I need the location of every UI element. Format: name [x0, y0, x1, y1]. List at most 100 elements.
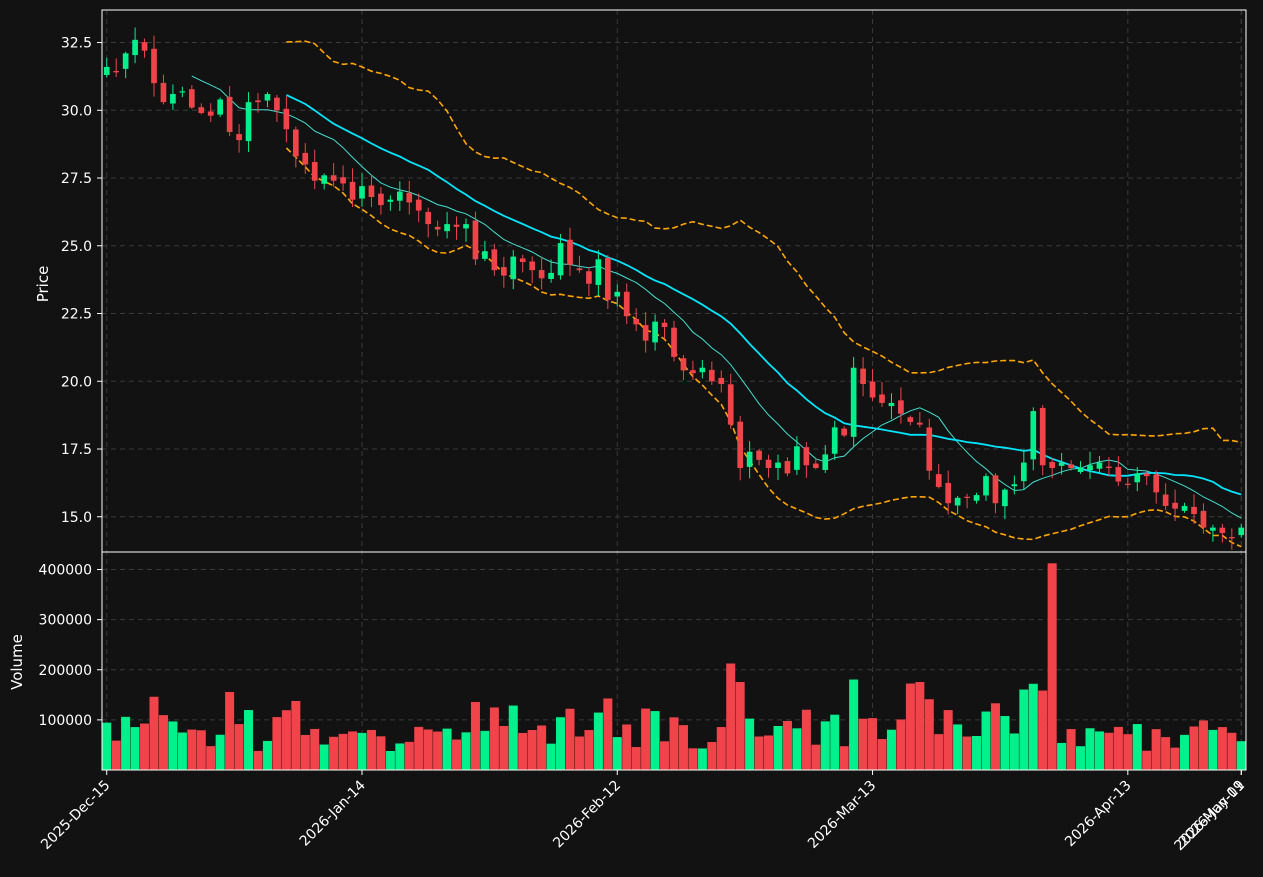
candle-body — [160, 82, 167, 103]
volume-bar — [593, 712, 603, 771]
candle-body — [311, 161, 318, 181]
volume-bar — [300, 734, 310, 771]
volume-bar — [669, 717, 679, 771]
candle-body — [992, 475, 999, 504]
candle-body — [330, 175, 337, 181]
volume-bar — [858, 718, 868, 771]
candle-body — [151, 48, 157, 84]
volume-bar — [433, 731, 443, 771]
volume-bar — [924, 699, 934, 771]
candle-body — [623, 291, 630, 317]
volume-bar — [158, 715, 168, 771]
candle-body — [727, 384, 734, 425]
candle-body — [642, 325, 649, 341]
candle-body — [1030, 411, 1037, 460]
price-tick-label: 20.0 — [61, 374, 92, 390]
volume-bar — [423, 729, 433, 771]
volume-bar — [1085, 728, 1095, 771]
candle-body — [198, 107, 205, 113]
volume-grid — [102, 10, 1246, 770]
volume-bar — [1170, 747, 1180, 771]
volume-bar — [622, 724, 632, 771]
candle-body — [1068, 464, 1074, 468]
volume-bar — [650, 711, 660, 771]
volume-bar — [754, 736, 764, 771]
volume-bar — [508, 705, 518, 771]
candle-body — [576, 268, 583, 271]
candle-body — [822, 454, 829, 471]
volume-bar — [820, 721, 830, 771]
candle-body — [746, 451, 753, 467]
volume-bar — [1113, 726, 1123, 771]
candle-body — [1191, 506, 1197, 515]
volume-bar — [1028, 683, 1038, 771]
volume-tick-label: 100000 — [39, 713, 92, 729]
price-tick-label: 25.0 — [61, 239, 92, 255]
volume-bar — [168, 721, 178, 771]
volume-bar — [943, 710, 953, 771]
volume-bar — [565, 708, 575, 771]
volume-bar — [953, 724, 963, 771]
volume-bar — [641, 708, 651, 771]
candle-body — [888, 402, 895, 407]
candle-body — [510, 256, 517, 280]
candle-body — [132, 39, 138, 56]
candle-body — [368, 185, 375, 197]
candle-body — [708, 369, 715, 382]
volume-bar — [244, 710, 254, 771]
volume-y-axis-label: Volume — [8, 634, 26, 690]
volume-bar — [518, 732, 528, 771]
volume-bar — [546, 743, 556, 771]
candle-body — [302, 152, 309, 165]
upper-band-line — [286, 40, 1242, 444]
volume-bar — [1161, 737, 1171, 771]
candle-body — [434, 226, 441, 230]
volume-bar — [111, 740, 121, 771]
volume-bar — [234, 724, 244, 771]
candle-body — [292, 129, 299, 157]
candle-body — [1049, 461, 1056, 468]
candle-body — [595, 259, 602, 285]
volume-bar — [660, 741, 670, 771]
volume-bar — [348, 731, 358, 771]
candle-body — [945, 482, 952, 504]
volume-bar — [716, 727, 726, 771]
candle-body — [274, 97, 280, 111]
volume-bar — [537, 725, 547, 771]
candle-body — [1077, 467, 1084, 472]
volume-bar — [782, 721, 792, 771]
volume-bar — [414, 726, 424, 771]
candle-body — [529, 261, 536, 271]
candle-body — [1153, 474, 1160, 493]
candle-body — [935, 474, 942, 487]
volume-bar — [697, 748, 707, 771]
candle-body — [898, 400, 904, 414]
candle-body — [1228, 537, 1235, 539]
volume-bar — [688, 748, 698, 771]
candle-body — [500, 267, 507, 276]
candle-body — [1002, 489, 1008, 507]
candle-body — [973, 495, 980, 501]
volume-bar — [603, 698, 613, 771]
volume-bar — [272, 717, 282, 771]
volume-bar — [329, 736, 339, 771]
candle-body — [217, 99, 224, 115]
candle-body — [652, 321, 658, 343]
volume-bar — [1066, 729, 1076, 771]
candle-body — [519, 258, 526, 263]
candle-body — [926, 427, 933, 471]
candle-body — [349, 181, 356, 200]
candle-body — [283, 108, 290, 130]
volume-bar — [773, 725, 783, 771]
volume-bar — [1227, 732, 1237, 771]
candle-body — [983, 476, 989, 496]
candle-body — [812, 463, 819, 468]
candle-body — [671, 327, 677, 357]
candle-body — [1219, 527, 1226, 534]
volume-bar — [792, 728, 802, 771]
candle-body — [737, 421, 744, 468]
volume-bar — [764, 735, 774, 771]
volume-bar — [130, 727, 140, 771]
volume-bar — [140, 723, 150, 771]
volume-bar — [376, 736, 386, 771]
